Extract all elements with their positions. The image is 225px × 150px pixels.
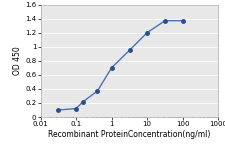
Point (57, 109, 60, 111)
Y-axis label: OD 450: OD 450 (13, 46, 22, 75)
Point (110, 67, 113, 69)
Point (81, 100, 85, 103)
Point (74, 107, 78, 110)
Point (181, 20, 184, 22)
Point (163, 20, 167, 22)
Point (96, 90, 99, 92)
Point (145, 31, 149, 34)
X-axis label: Recombinant ProteinConcentration(ng/ml): Recombinant ProteinConcentration(ng/ml) (48, 130, 211, 139)
Point (128, 49, 131, 51)
